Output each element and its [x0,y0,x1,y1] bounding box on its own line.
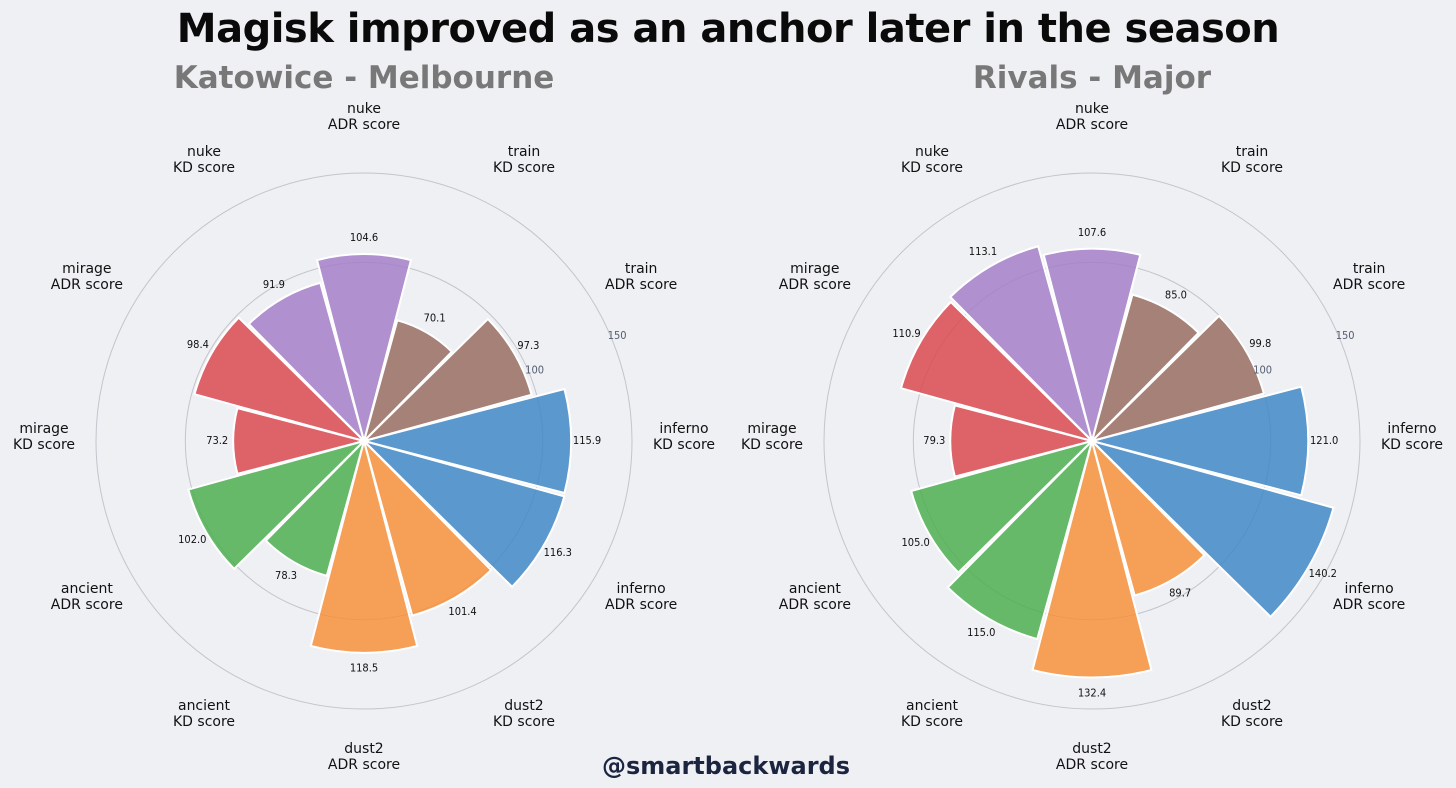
category-label: nuke ADR score [328,101,400,133]
value-label: 70.1 [424,312,446,325]
category-label: inferno KD score [1381,421,1443,453]
category-label: train ADR score [1333,261,1405,293]
category-label: mirage KD score [741,421,803,453]
bar-train-kd [1090,293,1200,445]
value-label: 115.9 [573,434,601,447]
bar-mirage-kd [232,406,368,476]
category-label: train KD score [1221,144,1283,176]
category-label: nuke KD score [901,144,963,176]
bar-mirage-adr [899,300,1096,443]
value-label: 115.0 [967,626,995,639]
category-label: train KD score [493,144,555,176]
radial-tick-150: 150 [1336,329,1355,342]
right-chart-title: Rivals - Major [972,60,1212,96]
value-label: 140.2 [1309,567,1337,580]
bar-dust2-kd [1090,437,1206,597]
value-label: 118.5 [350,662,378,675]
bar-dust2-adr [309,437,419,654]
value-label: 79.3 [923,434,945,447]
bar-ancient-kd [946,437,1094,641]
value-label: 89.7 [1169,587,1191,600]
category-label: dust2 ADR score [1056,741,1128,773]
grid-circle-150 [95,172,633,710]
value-label: 85.0 [1165,289,1187,302]
radial-tick-150: 150 [608,329,627,342]
grid-circle-150 [823,172,1361,710]
value-label: 102.0 [178,533,206,546]
value-label: 105.0 [902,536,930,549]
value-label: 97.3 [517,339,539,352]
bar-dust2-adr [1031,437,1153,679]
bar-nuke-adr [315,253,413,445]
polar-chart-rivals-major: 121.0 inferno KD score 99.8 train ADR score 85… [741,101,1443,773]
main-title: Magisk improved as an anchor later in th… [176,6,1280,52]
left-chart-title: Katowice - Melbourne [173,60,555,96]
bar-train-kd [362,319,454,445]
radial-tick-100: 100 [525,363,544,376]
category-label: inferno ADR score [1333,581,1405,613]
category-label: ancient KD score [173,698,235,730]
category-label: inferno ADR score [605,581,677,613]
bar-inferno-kd [1088,385,1310,497]
value-label: 132.4 [1078,687,1106,700]
bar-inferno-adr [360,439,566,589]
value-label: 104.6 [350,231,378,244]
value-label: 73.2 [206,434,228,447]
bars [187,253,572,654]
bar-train-adr [360,317,533,443]
category-label: ancient ADR score [779,581,851,613]
bar-train-adr [1088,314,1266,443]
value-label: 113.1 [969,245,997,258]
category-label: ancient ADR score [51,581,123,613]
bar-nuke-kd [948,244,1094,445]
bar-mirage-adr [193,316,368,443]
value-label: 121.0 [1310,434,1338,447]
radial-tick-100: 100 [1253,363,1272,376]
polar-chart-katowice-melbourne: 115.9 inferno KD score 97.3 train ADR score 70… [13,101,715,773]
value-label: 110.9 [892,327,920,340]
bar-dust2-kd [362,437,493,617]
category-label: dust2 KD score [1221,698,1283,730]
category-label: ancient KD score [901,698,963,730]
category-label: mirage ADR score [779,261,851,293]
category-label: nuke ADR score [1056,101,1128,133]
category-label: mirage KD score [13,421,75,453]
bar-inferno-kd [360,387,572,495]
category-label: inferno KD score [653,421,715,453]
bar-ancient-adr [909,439,1096,575]
category-label: train ADR score [605,261,677,293]
value-label: 101.4 [448,605,476,618]
bar-ancient-kd [264,437,366,578]
bar-nuke-adr [1042,247,1142,445]
value-label: 116.3 [544,546,572,559]
value-label: 107.6 [1078,226,1106,239]
bar-ancient-adr [187,439,368,571]
category-label: dust2 KD score [493,698,555,730]
bar-inferno-adr [1088,439,1335,619]
bar-mirage-kd [949,404,1096,478]
bars [899,244,1335,679]
category-label: nuke KD score [173,144,235,176]
value-label: 78.3 [275,569,297,582]
value-label: 91.9 [263,278,285,291]
value-label: 99.8 [1249,337,1271,350]
value-label: 98.4 [187,338,209,351]
category-label: mirage ADR score [51,261,123,293]
category-label: dust2 ADR score [328,741,400,773]
credit-handle: @smartbackwards [601,752,851,780]
bar-nuke-kd [247,281,366,445]
